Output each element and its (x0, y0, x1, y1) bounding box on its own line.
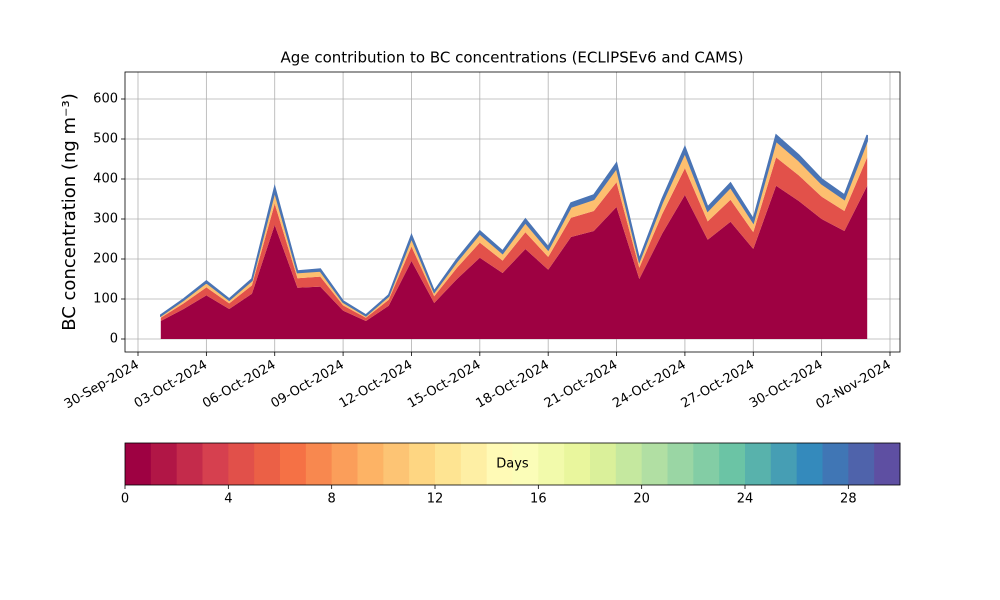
colorbar-swatch (331, 443, 358, 485)
area-layer (160, 185, 868, 339)
x-tick-label: 06-Oct-2024 (200, 358, 278, 412)
colorbar-tick-label: 12 (427, 492, 444, 507)
colorbar-swatch (615, 443, 643, 485)
colorbar-swatch (435, 443, 462, 485)
area-layer (160, 133, 868, 318)
colorbar-swatch (512, 443, 539, 485)
y-axis-label: BC concentration (ng m⁻³) (59, 93, 80, 331)
colorbar-swatch (228, 443, 255, 485)
x-tick-label: 18-Oct-2024 (474, 358, 552, 412)
colorbar-swatch (641, 443, 668, 485)
colorbar-swatch (770, 443, 798, 485)
colorbar-swatch (460, 443, 488, 485)
x-tick-label: 27-Oct-2024 (679, 358, 757, 412)
y-tick-label: 100 (93, 292, 118, 307)
colorbar-swatch (125, 443, 152, 485)
colorbar-swatch (822, 443, 849, 485)
y-tick-label: 500 (93, 132, 118, 147)
axes-frame (124, 71, 901, 353)
y-tick-label: 600 (93, 92, 118, 107)
x-tick-label: 15-Oct-2024 (405, 358, 483, 412)
colorbar-swatch (564, 443, 591, 485)
colorbar-swatch (848, 443, 875, 485)
y-tick-label: 200 (93, 252, 118, 267)
colorbar-swatch (305, 443, 333, 485)
colorbar-tick-label: 28 (840, 492, 857, 507)
colorbar-swatch (150, 443, 178, 485)
colorbar-swatch (486, 443, 513, 485)
x-tick-label: 03-Oct-2024 (132, 358, 210, 412)
colorbar-tick-label: 24 (737, 492, 754, 507)
y-tick-label: 400 (93, 172, 118, 187)
colorbar-swatch (590, 443, 617, 485)
colorbar-tick-label: 0 (121, 492, 129, 507)
colorbar-tick-label: 20 (633, 492, 650, 507)
x-tick-label: 24-Oct-2024 (610, 358, 688, 412)
x-tick-label: 30-Sep-2024 (62, 358, 142, 413)
area-layer (160, 157, 868, 321)
y-tick-label: 0 (110, 332, 118, 347)
x-tick-label: 02-Nov-2024 (813, 358, 893, 413)
colorbar-swatch (176, 443, 203, 485)
colorbar-tick-label: 16 (530, 492, 547, 507)
colorbar-swatch (280, 443, 307, 485)
colorbar-tick-label: 8 (328, 492, 336, 507)
colorbar-swatch (357, 443, 384, 485)
colorbar-swatch (254, 443, 281, 485)
colorbar-label: Days (496, 457, 529, 472)
colorbar-swatch (693, 443, 720, 485)
colorbar-swatch (667, 443, 694, 485)
colorbar-swatch (202, 443, 229, 485)
x-tick-label: 21-Oct-2024 (542, 358, 620, 412)
x-tick-label: 30-Oct-2024 (747, 358, 825, 412)
y-tick-label: 300 (93, 212, 118, 227)
colorbar-frame (124, 442, 901, 486)
colorbar-swatch (409, 443, 436, 485)
colorbar-swatch (874, 443, 901, 485)
colorbar-swatch (745, 443, 772, 485)
x-tick-label: 12-Oct-2024 (337, 358, 415, 412)
colorbar-swatch (796, 443, 823, 485)
x-tick-label: 09-Oct-2024 (268, 358, 346, 412)
chart-title: Age contribution to BC concentrations (E… (281, 49, 744, 67)
colorbar-swatch (719, 443, 746, 485)
colorbar-swatch (538, 443, 565, 485)
colorbar-swatch (383, 443, 410, 485)
colorbar-tick-label: 4 (224, 492, 232, 507)
